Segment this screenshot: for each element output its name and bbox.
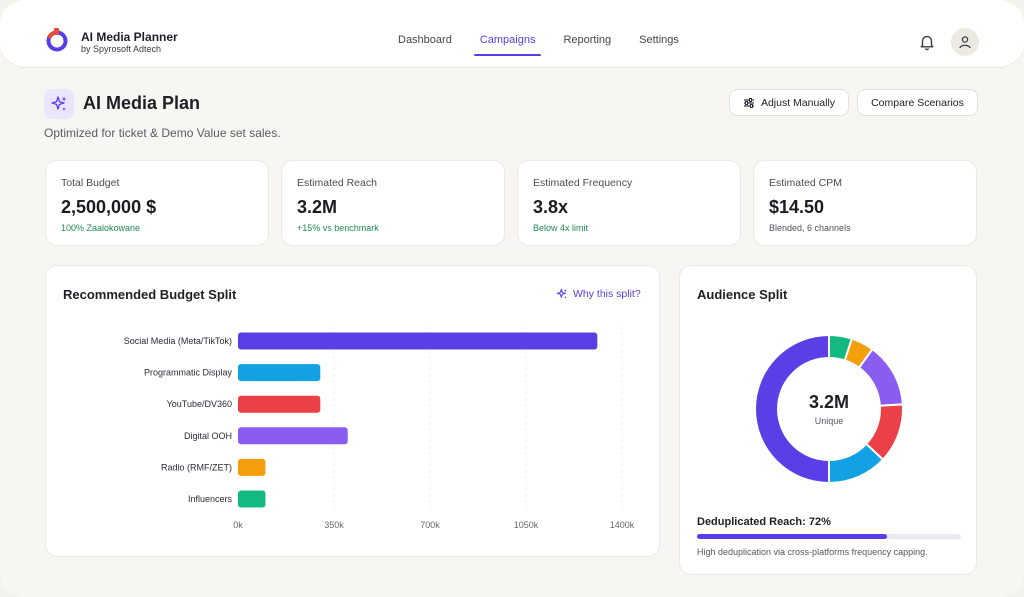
avatar[interactable]: [951, 28, 979, 56]
x-tick-label: 1050k: [514, 520, 539, 530]
kpi-value: 3.8x: [533, 197, 569, 217]
budget-split-card: 0k 350k 700k 1050k 1400k Social Media (Meta/T…: [45, 265, 660, 557]
nav-campaigns[interactable]: Campaigns: [466, 26, 550, 56]
brand-subtitle: by Spyrosoft Adtech: [81, 44, 162, 54]
bar[interactable]: [238, 458, 266, 476]
adjust-manually-label: Adjust Manually: [760, 96, 836, 109]
kpi-value: 3.2M: [297, 197, 338, 217]
category-label: Radio (RMF/ZET): [161, 462, 232, 472]
category-label: Programmatic Display: [144, 368, 233, 378]
why-this-split-label: Why this split?: [573, 288, 641, 300]
kpi-note: Below 4x limit: [533, 223, 589, 233]
kpi-card-estimated-frequency: Estimated Frequency 3.8x Below 4x limit: [517, 160, 741, 246]
brand-title: AI Media Planner: [81, 30, 178, 44]
kpi-note: +15% vs benchmark: [297, 223, 379, 233]
kpi-note: 100% Zaalokowane: [61, 223, 141, 233]
sparkles-icon: [556, 288, 567, 299]
kpi-label: Estimated Reach: [297, 177, 377, 189]
top-header: AI Media Planner by Spyrosoft Adtech Das…: [0, 0, 1024, 68]
bar[interactable]: [238, 490, 266, 508]
x-tick-label: 0k: [233, 520, 243, 530]
main-nav: Dashboard Campaigns Reporting Settings: [384, 26, 693, 56]
category-label: Influencers: [188, 494, 233, 504]
audience-split-title: Audience Split: [697, 287, 788, 302]
why-this-split-link[interactable]: Why this split?: [556, 288, 641, 300]
bar[interactable]: [238, 332, 598, 350]
bell-icon[interactable]: [918, 33, 936, 51]
audience-donut-chart: [754, 333, 904, 485]
user-icon: [959, 36, 971, 49]
category-label: Digital OOH: [184, 431, 232, 441]
donut-segment[interactable]: [828, 442, 885, 485]
category-label: Social Media (Meta/TikTok): [124, 336, 232, 346]
compare-scenarios-label: Compare Scenarios: [871, 96, 964, 109]
audience-split-card: Audience Split 3.2M Unique Deduplicated …: [679, 265, 977, 575]
dedup-progress-track: [697, 534, 961, 539]
adjust-manually-button[interactable]: Adjust Manually: [729, 89, 849, 116]
bar[interactable]: [238, 395, 321, 413]
dedup-note: High deduplication via cross-platforms f…: [697, 547, 928, 557]
logo-icon: [46, 28, 68, 52]
page-subtitle: Optimized for ticket & Demo Value set sa…: [44, 126, 281, 140]
nav-dashboard[interactable]: Dashboard: [398, 34, 452, 46]
kpi-label: Estimated CPM: [769, 177, 842, 189]
x-tick-label: 1400k: [610, 520, 635, 530]
kpi-card-total-budget: Total Budget 2,500,000 $ 100% Zaalokowan…: [45, 160, 269, 246]
kpi-card-estimated-reach: Estimated Reach 3.2M +15% vs benchmark: [281, 160, 505, 246]
budget-split-chart: 0k 350k 700k 1050k 1400k Social Media (Meta/T…: [124, 326, 635, 530]
kpi-label: Estimated Frequency: [533, 177, 633, 189]
nav-settings[interactable]: Settings: [639, 34, 679, 46]
donut-center-value: 3.2M: [808, 392, 850, 412]
kpi-note: Blended, 6 channels: [769, 223, 851, 233]
compare-scenarios-button[interactable]: Compare Scenarios: [857, 89, 978, 116]
page-title: AI Media Plan: [83, 93, 201, 113]
x-tick-label: 350k: [324, 520, 344, 530]
dedup-progress-fill: [697, 534, 888, 539]
dedup-reach-title: Deduplicated Reach: 72%: [697, 516, 831, 528]
kpi-value: 2,500,000 $: [61, 197, 157, 217]
sliders-icon: [743, 97, 754, 108]
donut-center-label: Unique: [814, 416, 844, 426]
bar[interactable]: [238, 427, 348, 445]
nav-reporting[interactable]: Reporting: [563, 34, 612, 46]
kpi-label: Total Budget: [61, 177, 120, 189]
kpi-value: $14.50: [769, 197, 825, 217]
bar[interactable]: [238, 364, 321, 382]
kpi-card-estimated-cpm: Estimated CPM $14.50 Blended, 6 channels: [753, 160, 977, 246]
donut-segment[interactable]: [754, 333, 830, 485]
sparkles-icon: [44, 89, 74, 119]
x-tick-label: 700k: [420, 520, 440, 530]
category-label: YouTube/DV360: [167, 399, 232, 409]
budget-split-title: Recommended Budget Split: [63, 287, 237, 302]
